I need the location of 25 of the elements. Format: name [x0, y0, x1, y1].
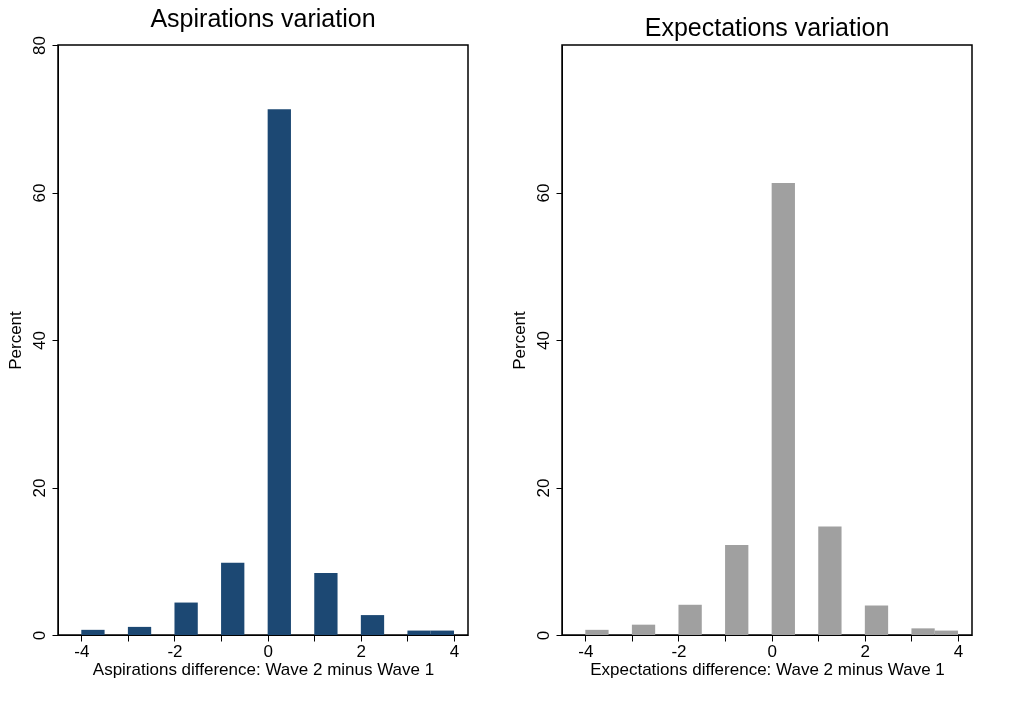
y-tick-label: 40: [533, 331, 553, 350]
chart-title: Expectations variation: [644, 13, 890, 41]
y-tick-label: 60: [533, 183, 553, 203]
chart-title: Aspirations variation: [150, 3, 376, 32]
x-tick-label: 0: [767, 641, 777, 661]
x-tick-label: -4: [578, 641, 594, 661]
y-axis-title: Percent: [5, 310, 25, 370]
x-tick-label: -4: [74, 641, 90, 661]
y-tick-label: 20: [533, 478, 553, 498]
x-tick-label: 4: [953, 641, 964, 661]
y-axis-title: Percent: [509, 310, 529, 370]
y-tick-label: 0: [533, 630, 553, 641]
x-axis-title: Expectations difference: Wave 2 minus Wave 1: [590, 659, 945, 679]
y-tick-label: 40: [29, 331, 49, 350]
x-tick-label: 2: [860, 641, 871, 661]
y-tick-label: 20: [29, 478, 49, 498]
y-tick-label: 80: [29, 36, 49, 55]
x-tick-label: -2: [167, 641, 183, 661]
y-tick-label: 60: [29, 183, 49, 203]
x-axis-title: Aspirations difference: Wave 2 minus Wave 1: [92, 659, 435, 679]
x-tick-label: 0: [263, 641, 273, 661]
x-tick-label: 2: [356, 641, 367, 661]
x-tick-label: 4: [449, 641, 460, 661]
y-tick-label: 0: [29, 630, 49, 641]
x-tick-label: -2: [671, 641, 687, 661]
